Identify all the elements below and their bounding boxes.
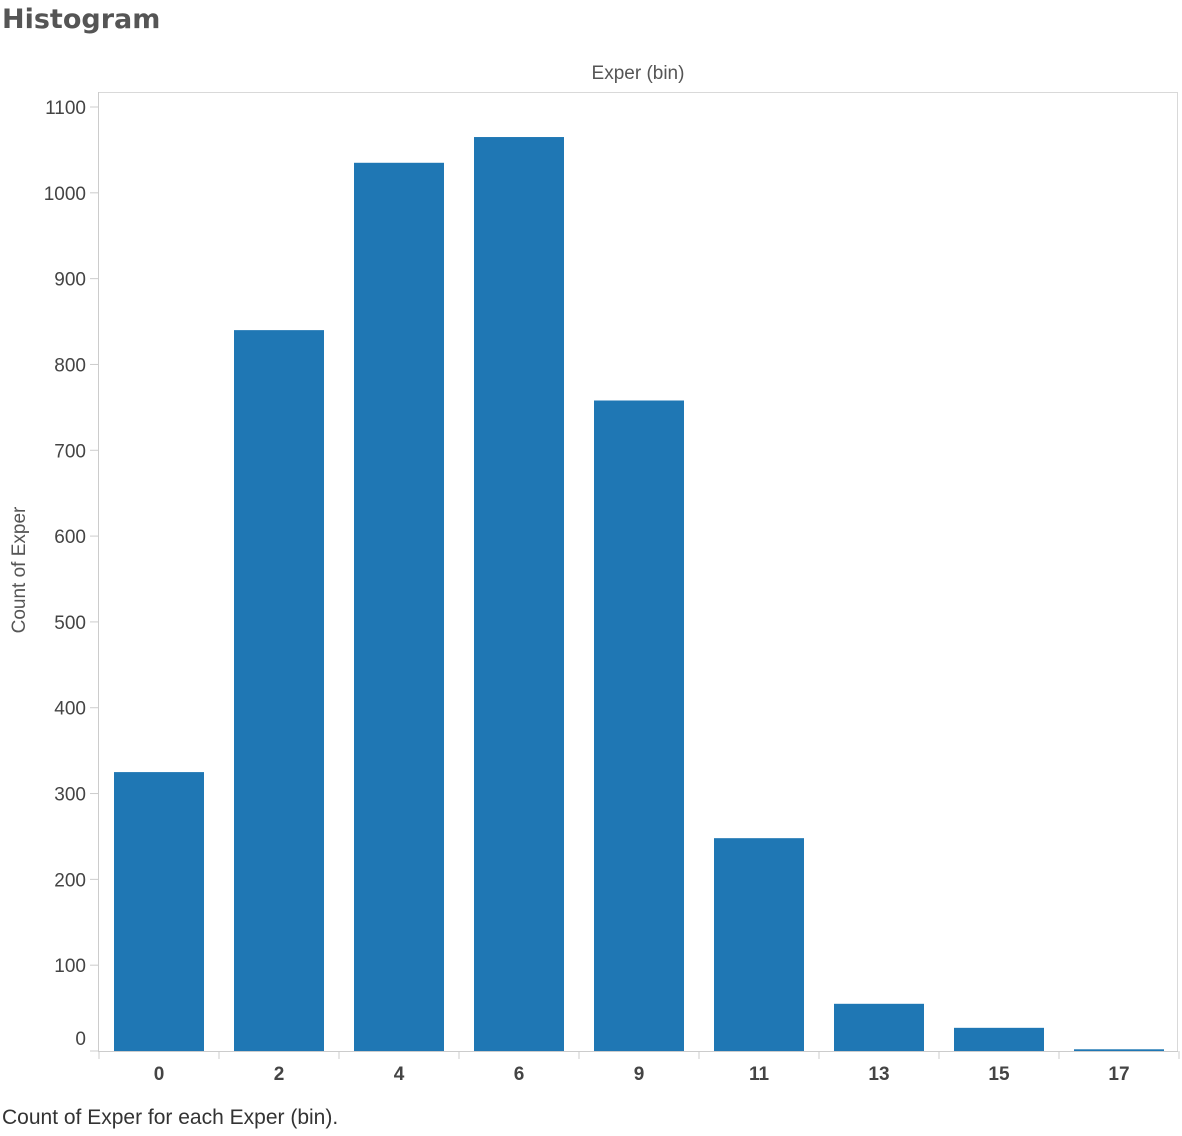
- y-tick-label: 1000: [44, 184, 86, 205]
- y-tick-label: 300: [54, 785, 86, 806]
- y-tick-label: 900: [54, 270, 86, 291]
- x-tick-label: 6: [514, 1064, 525, 1085]
- x-tick-label: 0: [154, 1064, 165, 1085]
- x-tick-label: 13: [868, 1064, 889, 1085]
- y-tick-label: 100: [54, 956, 86, 977]
- y-tick-label: 200: [54, 870, 86, 891]
- x-tick-label: 15: [988, 1064, 1010, 1085]
- y-tick-label: 400: [54, 699, 86, 720]
- bar: [1074, 1049, 1164, 1051]
- x-tick-label: 11: [749, 1064, 770, 1085]
- bar: [234, 330, 324, 1051]
- chart-caption: Count of Exper for each Exper (bin).: [2, 1106, 339, 1129]
- bar: [474, 137, 564, 1051]
- bar: [114, 772, 204, 1051]
- bar: [954, 1027, 1044, 1051]
- y-tick-label: 500: [54, 613, 86, 634]
- y-tick-label: 800: [54, 355, 86, 376]
- bar: [594, 400, 684, 1051]
- y-tick-label: 1100: [45, 98, 86, 119]
- y-tick-label: 600: [54, 527, 86, 548]
- x-tick-label: 2: [274, 1064, 285, 1085]
- y-axis: 0 100 200 300 400 500 600 700 800 900 1000 1100: [44, 92, 99, 1052]
- x-axis-title: Exper (bin): [592, 63, 685, 84]
- bars: [114, 137, 1164, 1052]
- y-tick-label: 0: [75, 1029, 86, 1050]
- y-axis-title: Count of Exper: [9, 506, 30, 633]
- bar: [834, 1003, 924, 1051]
- x-tick-label: 4: [394, 1064, 405, 1085]
- bar: [354, 162, 444, 1052]
- x-axis: 0 2 4 6 9 11 13 15 17: [98, 1051, 1180, 1085]
- y-tick-label: 700: [54, 441, 86, 462]
- x-tick-label: 9: [634, 1064, 645, 1085]
- x-tick-label: 17: [1108, 1064, 1129, 1085]
- histogram-chart: Exper (bin) Count of Exper 0100200300400…: [9, 63, 1180, 1085]
- bar: [714, 838, 804, 1051]
- chart-title: Histogram: [2, 4, 161, 35]
